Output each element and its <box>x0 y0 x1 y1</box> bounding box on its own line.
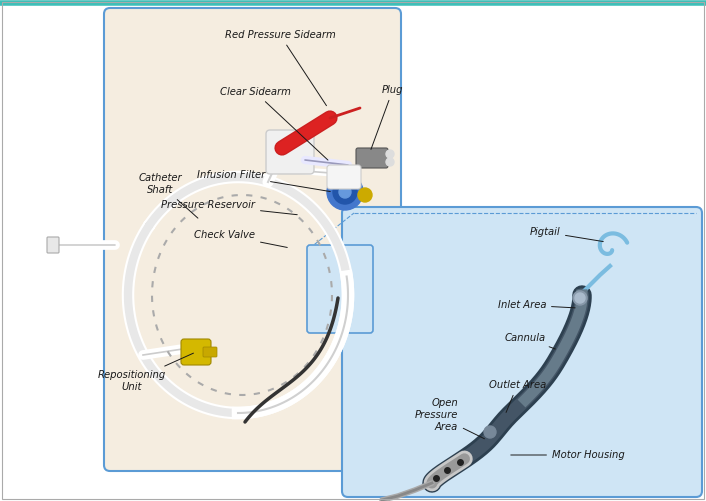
Text: Outlet Area: Outlet Area <box>489 380 546 412</box>
Text: Clear Sidearm: Clear Sidearm <box>220 87 328 160</box>
Circle shape <box>575 293 585 303</box>
Polygon shape <box>310 213 696 492</box>
FancyBboxPatch shape <box>356 148 388 168</box>
Text: Motor Housing: Motor Housing <box>510 450 625 460</box>
Circle shape <box>484 426 496 438</box>
FancyBboxPatch shape <box>266 130 314 174</box>
Circle shape <box>339 186 351 198</box>
FancyBboxPatch shape <box>327 165 361 189</box>
FancyBboxPatch shape <box>104 8 401 471</box>
FancyBboxPatch shape <box>307 245 373 333</box>
FancyBboxPatch shape <box>342 207 702 497</box>
FancyBboxPatch shape <box>203 347 217 357</box>
Text: Check Valve: Check Valve <box>194 230 287 247</box>
Circle shape <box>358 188 372 202</box>
FancyBboxPatch shape <box>47 237 59 253</box>
Text: Red Pressure Sidearm: Red Pressure Sidearm <box>225 30 335 106</box>
Circle shape <box>333 180 357 204</box>
FancyBboxPatch shape <box>181 339 211 365</box>
Text: Pressure Reservoir: Pressure Reservoir <box>161 200 297 215</box>
Text: Inlet Area: Inlet Area <box>498 300 575 310</box>
Text: Catheter
Shaft: Catheter Shaft <box>138 173 198 218</box>
Text: Cannula: Cannula <box>505 333 556 349</box>
Circle shape <box>573 291 587 305</box>
Text: Plug: Plug <box>371 85 404 149</box>
Text: Repositioning
Unit: Repositioning Unit <box>98 353 193 392</box>
Text: Open
Pressure
Area: Open Pressure Area <box>414 398 484 439</box>
Text: Infusion Filter: Infusion Filter <box>197 170 330 191</box>
Text: Pigtail: Pigtail <box>530 227 603 241</box>
Circle shape <box>386 158 394 166</box>
Circle shape <box>327 174 363 210</box>
Circle shape <box>386 150 394 158</box>
